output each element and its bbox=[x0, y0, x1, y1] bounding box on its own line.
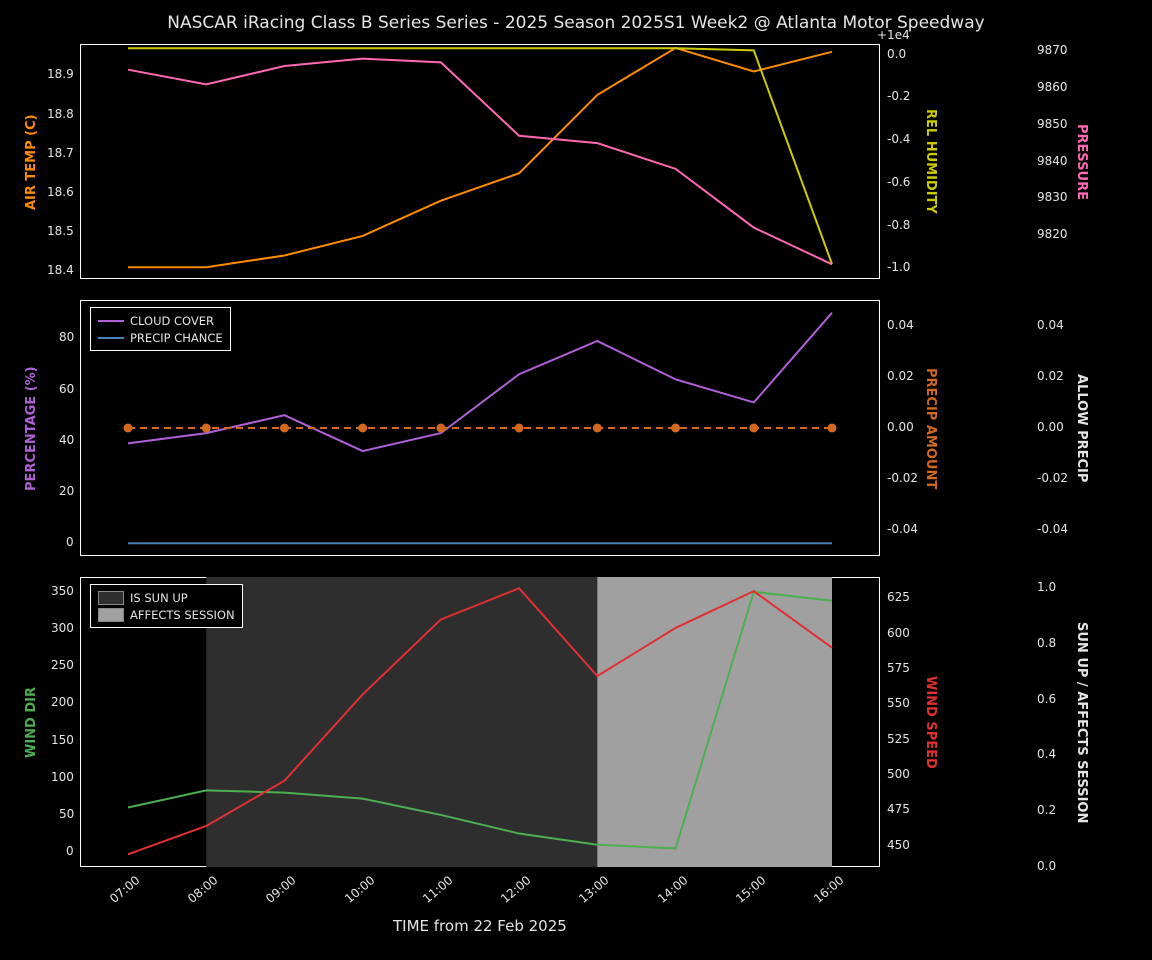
y-tick-label: 18.4 bbox=[47, 263, 74, 277]
x-tick-label: 10:00 bbox=[342, 873, 377, 906]
y-tick-label: 0.2 bbox=[1037, 803, 1056, 817]
y-tick-label: 475 bbox=[887, 802, 910, 816]
y-axis-label: AIR TEMP (C) bbox=[24, 114, 39, 210]
y-tick-label: 9870 bbox=[1037, 43, 1068, 57]
y-tick-label: 500 bbox=[887, 767, 910, 781]
y-axis-label-right: ALLOW PRECIP bbox=[1074, 374, 1089, 482]
x-tick-label: 14:00 bbox=[655, 873, 690, 906]
x-tick-label: 11:00 bbox=[420, 873, 455, 906]
y-tick-label: -0.4 bbox=[887, 132, 910, 146]
y-tick-label: 100 bbox=[51, 770, 74, 784]
y-tick-label: 525 bbox=[887, 732, 910, 746]
panel-2-legend: CLOUD COVERPRECIP CHANCE bbox=[90, 307, 231, 351]
y-tick-label: -0.02 bbox=[1037, 471, 1068, 485]
y-tick-label: 350 bbox=[51, 584, 74, 598]
y-tick-label: 60 bbox=[59, 382, 74, 396]
y-axis-label-right: REL HUMIDITY bbox=[923, 109, 938, 214]
y-tick-label: 9850 bbox=[1037, 117, 1068, 131]
y-tick-label: 18.5 bbox=[47, 224, 74, 238]
y-tick-label: 550 bbox=[887, 696, 910, 710]
y-tick-label: 0.04 bbox=[887, 318, 914, 332]
x-tick-label: 09:00 bbox=[264, 873, 299, 906]
y-tick-label: -0.2 bbox=[887, 89, 910, 103]
x-tick-label: 15:00 bbox=[733, 873, 768, 906]
y-tick-label: 20 bbox=[59, 484, 74, 498]
chart-title: NASCAR iRacing Class B Series Series - 2… bbox=[0, 13, 1152, 33]
y-axis-label-right: PRESSURE bbox=[1074, 124, 1089, 200]
y-tick-label: 0.02 bbox=[887, 369, 914, 383]
x-tick-label: 13:00 bbox=[576, 873, 611, 906]
y-tick-label: 0 bbox=[66, 844, 74, 858]
y-tick-label: 0.0 bbox=[1037, 859, 1056, 873]
y-tick-label: 18.9 bbox=[47, 67, 74, 81]
y-axis-label-right: SUN UP / AFFECTS SESSION bbox=[1074, 622, 1089, 823]
y-tick-label: -0.8 bbox=[887, 218, 910, 232]
x-tick-label: 07:00 bbox=[107, 873, 142, 906]
y-tick-label: 150 bbox=[51, 733, 74, 747]
y-tick-label: 575 bbox=[887, 661, 910, 675]
x-tick-label: 08:00 bbox=[185, 873, 220, 906]
y-tick-label: 200 bbox=[51, 695, 74, 709]
y-axis-label-right: PRECIP AMOUNT bbox=[923, 368, 938, 489]
x-tick-label: 16:00 bbox=[811, 873, 846, 906]
y-tick-label: 0.02 bbox=[1037, 369, 1064, 383]
y-tick-label: 250 bbox=[51, 658, 74, 672]
y-tick-label: 625 bbox=[887, 590, 910, 604]
y-tick-label: 40 bbox=[59, 433, 74, 447]
panel-3-legend: IS SUN UPAFFECTS SESSION bbox=[90, 584, 243, 628]
y-tick-label: 0.4 bbox=[1037, 747, 1056, 761]
y-axis-label-right: WIND SPEED bbox=[923, 676, 938, 769]
x-axis-label: TIME from 22 Feb 2025 bbox=[393, 917, 567, 935]
y-tick-label: 80 bbox=[59, 330, 74, 344]
y-tick-label: 18.7 bbox=[47, 146, 74, 160]
y-tick-label: 9830 bbox=[1037, 190, 1068, 204]
y-tick-label: 50 bbox=[59, 807, 74, 821]
y-tick-label: -0.6 bbox=[887, 175, 910, 189]
y-tick-label: 0.8 bbox=[1037, 636, 1056, 650]
y-tick-label: 0.0 bbox=[887, 47, 906, 61]
y-tick-label: 1.0 bbox=[1037, 580, 1056, 594]
y-axis-label: PERCENTAGE (%) bbox=[24, 366, 39, 491]
y-tick-label: 9840 bbox=[1037, 154, 1068, 168]
y-tick-label: 0.00 bbox=[1037, 420, 1064, 434]
panel-1-svg bbox=[80, 44, 880, 279]
y-tick-label: -0.04 bbox=[1037, 522, 1068, 536]
y-tick-label: 0.04 bbox=[1037, 318, 1064, 332]
y-tick-label: 0 bbox=[66, 535, 74, 549]
y-axis-label: WIND DIR bbox=[24, 686, 39, 757]
axis-offset-text: +1e4 bbox=[877, 28, 910, 42]
y-tick-label: 18.6 bbox=[47, 185, 74, 199]
y-tick-label: 9820 bbox=[1037, 227, 1068, 241]
y-tick-label: 300 bbox=[51, 621, 74, 635]
y-tick-label: -1.0 bbox=[887, 260, 910, 274]
y-tick-label: 600 bbox=[887, 626, 910, 640]
x-tick-label: 12:00 bbox=[498, 873, 533, 906]
y-tick-label: -0.02 bbox=[887, 471, 918, 485]
y-tick-label: 9860 bbox=[1037, 80, 1068, 94]
y-tick-label: 450 bbox=[887, 838, 910, 852]
y-tick-label: 0.6 bbox=[1037, 692, 1056, 706]
y-tick-label: 18.8 bbox=[47, 107, 74, 121]
y-tick-label: -0.04 bbox=[887, 522, 918, 536]
y-tick-label: 0.00 bbox=[887, 420, 914, 434]
